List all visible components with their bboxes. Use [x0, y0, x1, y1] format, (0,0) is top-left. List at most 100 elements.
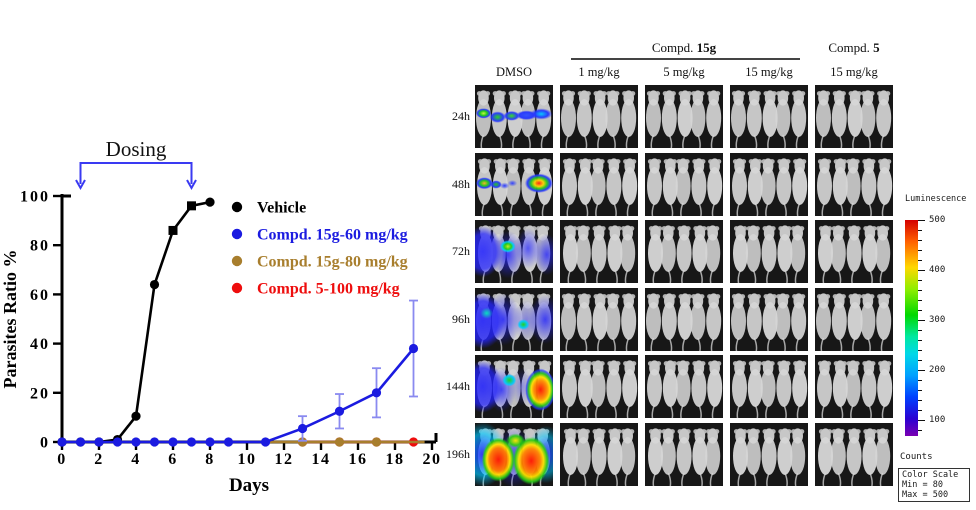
x-tick-label: 2	[94, 451, 104, 468]
group-header-compd-5: Compd. 5	[815, 40, 893, 56]
series-vehicle	[57, 197, 215, 447]
color-scale-box: Color Scale Min = 80 Max = 500	[898, 468, 970, 503]
x-tick-label: 4	[131, 451, 141, 468]
row-label-24h: 24h	[452, 109, 470, 123]
column-label-dmso: DMSO	[495, 65, 533, 79]
x-tick-label: 16	[349, 451, 368, 468]
mouse-image-cell	[560, 288, 638, 351]
group-header-compound-name: 5	[873, 40, 880, 55]
color-scale-line: Min = 80	[902, 480, 943, 491]
mouse-image-cell	[730, 355, 808, 418]
mouse-image-cell	[560, 355, 638, 418]
column-label-15mgkg-compd5: 15 mg/kg	[830, 65, 878, 79]
mouse-image-cell	[730, 423, 808, 486]
mouse-image-cell	[730, 85, 808, 148]
mouse-image-cell	[475, 220, 553, 283]
luminescence-overlay	[475, 355, 553, 418]
mice-image	[563, 428, 636, 486]
mouse-image-cell	[475, 153, 553, 216]
mouse-image-cell	[560, 153, 638, 216]
legend-marker	[231, 255, 243, 267]
mice-image	[648, 225, 721, 283]
x-tick-label: 12	[275, 451, 294, 468]
column-label-15mgkg: 15 mg/kg	[745, 65, 793, 79]
parasites-ratio-chart: Dosing 0 2 4 6 8 10 12 14 16 18 20 0 20 40 60 80 100 Days P…	[0, 137, 442, 496]
mouse-image-cell	[560, 423, 638, 486]
colorbar-minor-tick	[918, 360, 922, 362]
dosing-annotation: Dosing	[75, 137, 197, 191]
series-compd-15g-60-mg-kg	[57, 299, 419, 447]
colorbar-minor-tick	[918, 250, 922, 252]
mouse-image-cell	[560, 220, 638, 283]
mice-image	[818, 428, 891, 486]
legend-marker	[231, 201, 243, 213]
y-tick-label: 20	[30, 385, 50, 402]
mice-image	[646, 293, 722, 351]
legend-marker	[231, 282, 243, 294]
colorbar-major-tick	[918, 320, 925, 322]
column-label-5mgkg: 5 mg/kg	[663, 65, 705, 79]
colorbar-minor-tick	[918, 280, 922, 282]
mouse-image-cell	[645, 288, 723, 351]
colorbar-minor-tick	[918, 310, 922, 312]
x-tick-label: 18	[386, 451, 405, 468]
mice-image	[647, 158, 723, 216]
mouse-image-cell	[475, 288, 553, 351]
colorbar-minor-tick	[918, 230, 922, 232]
colorbar-minor-tick	[918, 240, 922, 242]
colorbar-minor-tick	[918, 400, 922, 402]
colorbar-minor-tick	[918, 390, 922, 392]
colorbar-tick-label: 500	[929, 215, 946, 225]
y-tick-label: 40	[30, 336, 50, 353]
colorbar-tick-label: 100	[929, 415, 946, 425]
mice-image	[818, 225, 891, 283]
mice-image	[732, 360, 808, 418]
mice-image	[817, 360, 893, 418]
x-tick-label: 20	[423, 451, 442, 468]
x-tick-label: 10	[238, 451, 257, 468]
mouse-image-cell	[645, 85, 723, 148]
luminescence-colorbar: Luminescence 500 400 300 200 100 Counts Colo…	[898, 192, 976, 510]
y-tick-label: 80	[30, 238, 50, 255]
y-tick-label: 60	[30, 287, 50, 304]
colorbar-tick-label: 200	[929, 365, 946, 375]
y-tick-label: 100	[20, 189, 50, 206]
row-label-96h: 96h	[452, 312, 470, 326]
colorbar-tick-label: 300	[929, 315, 946, 325]
colorbar-major-tick	[918, 270, 925, 272]
mice-image	[561, 293, 637, 351]
mouse-image-cell	[560, 85, 638, 148]
mice-image	[731, 293, 807, 351]
mouse-image-cell	[815, 423, 893, 486]
mouse-image-cell	[815, 288, 893, 351]
dosing-label: Dosing	[106, 137, 167, 161]
colorbar-major-tick	[918, 370, 925, 372]
mice-image	[562, 360, 638, 418]
mouse-image-cell	[730, 220, 808, 283]
colorbar-minor-tick	[918, 350, 922, 352]
colorbar-minor-tick	[918, 380, 922, 382]
mouse-image-cell	[645, 153, 723, 216]
mouse-image-cell	[815, 220, 893, 283]
mouse-image-cell	[475, 423, 553, 486]
mice-image	[561, 90, 637, 148]
row-label-48h: 48h	[452, 177, 470, 191]
colorbar-minor-tick	[918, 430, 922, 432]
mice-image	[733, 428, 806, 486]
legend-label: Vehicle	[257, 200, 306, 217]
color-scale-line: Color Scale	[902, 470, 959, 480]
luminescence-overlay	[475, 220, 553, 283]
colorbar-minor-tick	[918, 410, 922, 412]
luminescence-overlay	[475, 153, 553, 216]
x-axis-title: Days	[229, 475, 269, 496]
mice-image	[647, 360, 723, 418]
group-header-compound-name: 15g	[696, 40, 717, 55]
x-tick-label: 8	[205, 451, 215, 468]
row-label-72h: 72h	[452, 244, 470, 258]
mouse-image-cell	[730, 153, 808, 216]
colorbar-minor-tick	[918, 340, 922, 342]
colorbar-tick-label: 400	[929, 265, 946, 275]
legend-label: Compd. 15g-60 mg/kg	[257, 227, 408, 244]
mice-image	[563, 225, 636, 283]
chart-legend: Vehicle Compd. 15g-60 mg/kg Compd. 15g-80 …	[231, 200, 408, 298]
